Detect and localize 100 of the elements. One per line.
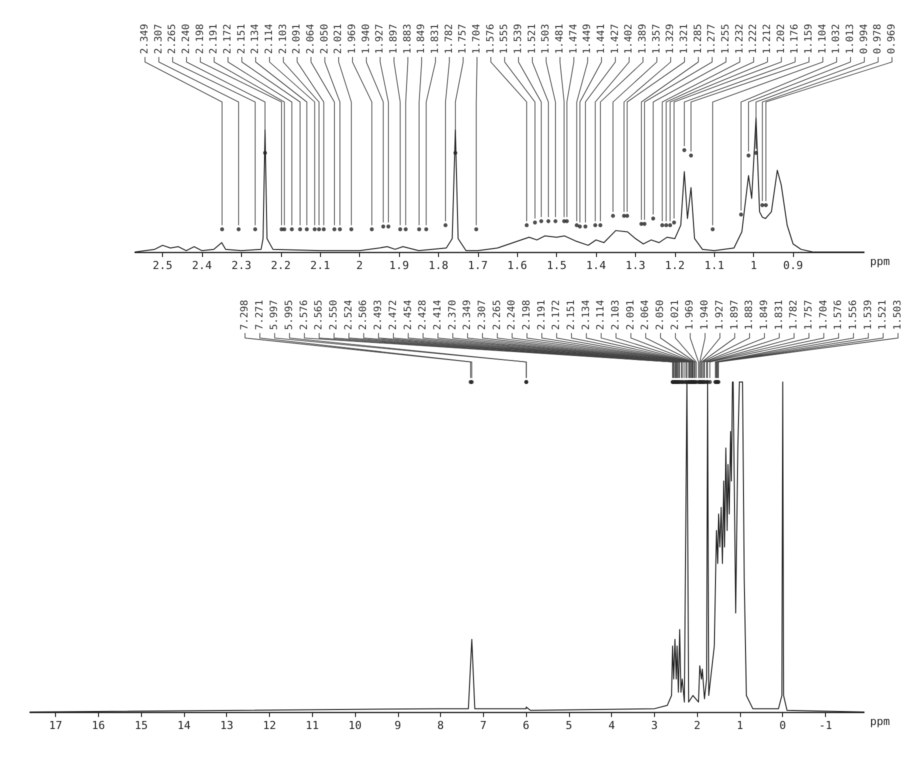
x-tick-label: 16 xyxy=(92,719,106,732)
text: 1.940 xyxy=(360,24,372,54)
text: 2.091 xyxy=(625,300,636,330)
text: 1.831 xyxy=(774,300,785,330)
text: 1.704 xyxy=(818,300,830,330)
text: 1.576 xyxy=(485,24,496,54)
text: 1.389 xyxy=(638,24,648,54)
text: 1.427 xyxy=(610,24,621,54)
x-tick-label: 2.5 xyxy=(152,259,173,272)
text: 1.474 xyxy=(568,24,580,54)
text: 1.503 xyxy=(892,300,904,330)
text: 2.114 xyxy=(264,24,275,54)
text: 1.556 xyxy=(848,300,859,330)
text: 1.757 xyxy=(458,24,469,54)
x-tick-label: 8 xyxy=(437,719,444,732)
x-tick-label: 2.2 xyxy=(270,259,291,272)
text: 2.265 xyxy=(167,24,178,54)
x-tick-label: 7 xyxy=(480,719,487,732)
x-tick-label: 10 xyxy=(348,719,362,732)
text: 2.191 xyxy=(208,24,220,54)
text: 1.202 xyxy=(776,24,787,54)
text: 1.441 xyxy=(596,24,607,54)
text: 1.782 xyxy=(444,24,455,54)
text: 1.831 xyxy=(430,24,441,54)
text: 2.550 xyxy=(328,300,340,330)
text: 2.565 xyxy=(314,300,325,330)
text: 1.212 xyxy=(762,24,773,54)
text: 0.994 xyxy=(858,24,870,54)
text: 1.357 xyxy=(651,24,662,54)
text: 2.091 xyxy=(292,24,303,54)
text: 2.114 xyxy=(596,300,607,330)
text: 1.176 xyxy=(790,24,801,54)
text: 1.757 xyxy=(803,300,814,330)
x-tick-label: -1 xyxy=(818,719,832,732)
x-tick-label: 1.8 xyxy=(428,259,448,272)
text: 1.704 xyxy=(472,24,482,54)
text: 2.414 xyxy=(432,300,444,330)
text: 2.349 xyxy=(140,24,150,54)
text: 1.849 xyxy=(758,300,770,330)
x-axis-title: ppm xyxy=(870,715,890,728)
text: 2.454 xyxy=(402,300,414,330)
x-tick-label: 11 xyxy=(306,719,319,732)
x-tick-label: 1 xyxy=(750,259,757,272)
text: 2.493 xyxy=(373,300,384,330)
text: 1.897 xyxy=(388,24,400,54)
text: 0.969 xyxy=(886,24,898,54)
text: 7.271 xyxy=(254,300,266,330)
text: 1.285 xyxy=(692,24,704,54)
x-tick-label: 1.4 xyxy=(586,259,606,272)
x-tick-label: 1 xyxy=(736,719,744,732)
x-tick-label: 15 xyxy=(134,719,148,732)
text: 1.013 xyxy=(845,24,856,54)
text: 1.521 xyxy=(878,300,889,330)
text: 2.064 xyxy=(640,300,652,330)
text: 2.524 xyxy=(343,300,354,330)
text: 2.172 xyxy=(222,24,234,54)
text: 2.370 xyxy=(447,300,458,330)
x-tick-label: 1.6 xyxy=(507,259,528,272)
text: 1.222 xyxy=(748,24,760,54)
text: 5.995 xyxy=(284,300,296,330)
x-tick-label: 1.7 xyxy=(468,259,488,272)
text: 2.307 xyxy=(153,24,164,54)
text: 2.198 xyxy=(194,24,206,54)
x-tick-label: 14 xyxy=(177,719,191,732)
text: 1.555 xyxy=(499,24,510,54)
text: 2.472 xyxy=(388,300,399,330)
text: 1.402 xyxy=(624,24,635,54)
text: 5.997 xyxy=(269,300,280,330)
text: 1.927 xyxy=(374,24,386,54)
x-tick-label: 2.4 xyxy=(192,259,212,272)
text: 2.050 xyxy=(655,300,666,330)
x-tick-label: 4 xyxy=(608,719,616,732)
text: 1.969 xyxy=(347,24,358,54)
x-axis-title: ppm xyxy=(870,255,890,268)
x-tick-label: 2.3 xyxy=(231,259,252,272)
text: 1.897 xyxy=(729,300,740,330)
text: 2.064 xyxy=(306,24,316,54)
text: 1.329 xyxy=(665,24,676,54)
text: 2.151 xyxy=(236,24,248,54)
text: 2.576 xyxy=(298,300,310,330)
text: 2.240 xyxy=(506,300,518,330)
x-tick-label: 2.1 xyxy=(310,259,330,272)
x-tick-label: 0.9 xyxy=(783,259,804,272)
text: 2.103 xyxy=(278,24,289,54)
text: 1.539 xyxy=(862,300,874,330)
text: 2.506 xyxy=(358,300,370,330)
x-tick-label: 2 xyxy=(694,719,701,732)
text: 7.298 xyxy=(240,300,250,330)
text: 2.198 xyxy=(521,300,532,330)
text: 1.159 xyxy=(804,24,814,54)
x-tick-label: 6 xyxy=(522,719,530,732)
text: 2.265 xyxy=(492,300,503,330)
text: 2.103 xyxy=(610,300,622,330)
text: 1.969 xyxy=(684,300,696,330)
text: 1.940 xyxy=(700,300,711,330)
text: 1.277 xyxy=(706,24,718,54)
text: 1.232 xyxy=(734,24,746,54)
text: 1.849 xyxy=(416,24,428,54)
text: 1.883 xyxy=(402,24,414,54)
text: 1.481 xyxy=(554,24,566,54)
